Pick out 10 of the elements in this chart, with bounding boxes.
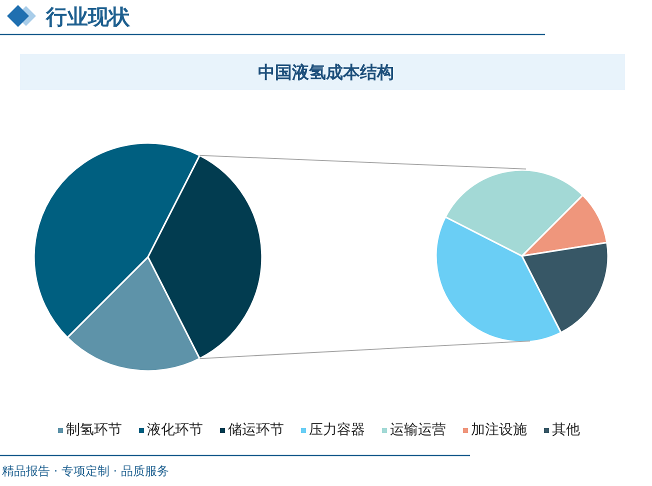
legend-label: 运输运营: [390, 422, 446, 438]
text: 精品报告 · 专项定制 · 品质服务: [2, 464, 169, 478]
legend-label: 储运环节: [228, 422, 284, 438]
legend-label: 液化环节: [147, 422, 203, 438]
legend-label: 加注设施: [471, 422, 527, 438]
legend-label: 其他: [552, 422, 580, 438]
text: 行业现状: [45, 5, 131, 29]
legend-label: 压力容器: [309, 422, 365, 438]
legend-label: 制氢环节: [66, 422, 122, 438]
text: 中国液氢成本结构: [258, 63, 394, 83]
